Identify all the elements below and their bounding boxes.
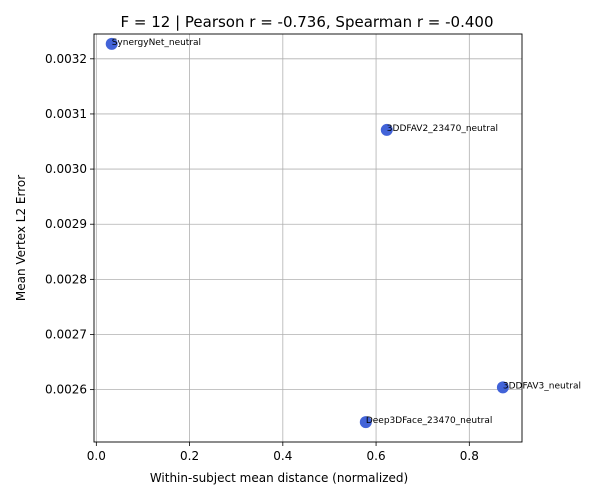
y-tick-label: 0.0028 bbox=[45, 272, 87, 286]
y-axis-label: Mean Vertex L2 Error bbox=[14, 175, 28, 301]
point-label: SynergyNet_neutral bbox=[112, 38, 201, 48]
data-point bbox=[105, 37, 118, 50]
y-tick-label: 0.0030 bbox=[45, 162, 87, 176]
data-points bbox=[105, 37, 509, 429]
x-tick-label: 0.2 bbox=[180, 449, 199, 463]
x-tick-label: 0.0 bbox=[87, 449, 106, 463]
point-labels: SynergyNet_neutral 3DDFAV2_23470_neutral 3… bbox=[112, 38, 581, 426]
grid-lines bbox=[94, 34, 522, 442]
x-axis-label: Within-subject mean distance (normalized… bbox=[150, 471, 408, 485]
y-tick-label: 0.0027 bbox=[45, 327, 87, 341]
x-tick-label: 0.8 bbox=[460, 449, 479, 463]
point-label: 3DDFAV2_23470_neutral bbox=[387, 124, 498, 134]
data-point bbox=[380, 123, 393, 136]
data-point bbox=[359, 416, 372, 429]
y-tick-label: 0.0031 bbox=[45, 107, 87, 121]
data-point bbox=[496, 381, 509, 394]
x-tick-label: 0.4 bbox=[273, 449, 292, 463]
point-label: Deep3DFace_23470_neutral bbox=[366, 416, 493, 426]
point-label: 3DDFAV3_neutral bbox=[503, 381, 581, 391]
y-axis-ticks: 0.0026 0.0027 0.0028 0.0029 0.0030 0.0031 0.00… bbox=[45, 52, 94, 397]
x-axis-ticks: 0.0 0.2 0.4 0.6 0.8 bbox=[87, 442, 479, 463]
y-tick-label: 0.0026 bbox=[45, 383, 87, 397]
plot-frame bbox=[93, 33, 523, 443]
y-tick-label: 0.0029 bbox=[45, 217, 87, 231]
x-tick-label: 0.6 bbox=[367, 449, 386, 463]
chart-title: F = 12 | Pearson r = -0.736, Spearman r … bbox=[120, 13, 493, 31]
y-tick-label: 0.0032 bbox=[45, 52, 87, 66]
